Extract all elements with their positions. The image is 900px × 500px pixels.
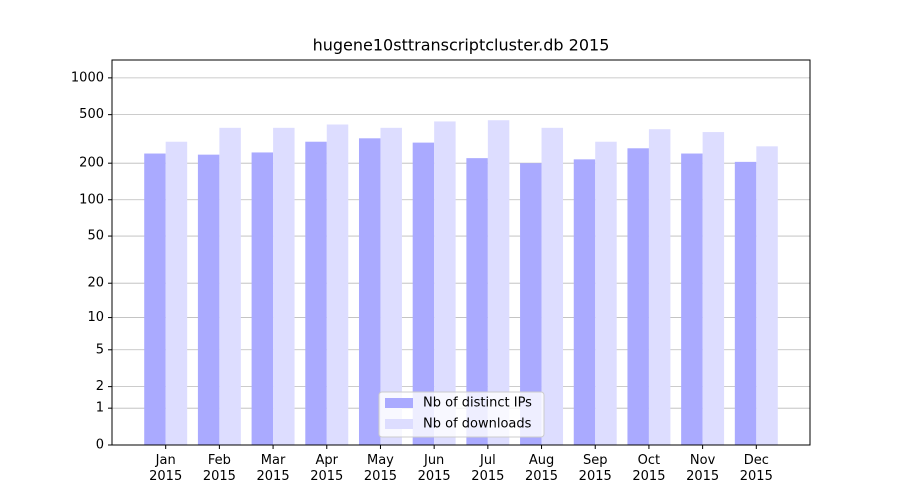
x-tick-label: Oct 2015 <box>632 453 666 484</box>
y-tick-label: 5 <box>96 342 104 357</box>
chart-title: hugene10sttranscriptcluster.db 2015 <box>313 36 610 55</box>
bar <box>380 127 402 445</box>
bar <box>573 159 596 445</box>
bar <box>412 142 435 445</box>
legend-box <box>378 391 545 438</box>
legend-label: Nb of distinct IPs <box>423 396 532 411</box>
bar <box>219 127 241 445</box>
bar <box>756 146 778 445</box>
y-tick-label: 0 <box>96 438 104 453</box>
bar <box>702 132 725 445</box>
bar <box>197 154 220 445</box>
x-tick-label: Dec 2015 <box>739 453 773 484</box>
y-tick-label: 1 <box>96 401 104 416</box>
y-tick-label: 50 <box>87 229 104 244</box>
bar <box>734 161 757 446</box>
x-tick-label: Jun 2015 <box>417 453 451 484</box>
bar <box>273 127 295 445</box>
legend-label: Nb of downloads <box>423 417 532 432</box>
plot-frame <box>111 59 811 446</box>
y-tick-label: 100 <box>79 192 104 207</box>
bar <box>144 153 166 445</box>
bar <box>595 141 617 445</box>
x-tick-label: Feb 2015 <box>202 453 236 484</box>
x-tick-label: Apr 2015 <box>310 453 344 484</box>
bar <box>520 163 542 445</box>
x-tick-label: Aug 2015 <box>524 453 559 484</box>
y-tick-label: 200 <box>79 156 104 171</box>
bar <box>326 124 349 445</box>
legend-swatch <box>385 419 413 429</box>
x-tick-label: Mar 2015 <box>256 453 290 484</box>
legend: Nb of distinct IPs Nb of downloads <box>378 391 545 438</box>
bar <box>541 127 564 445</box>
x-tick-label: Sep 2015 <box>578 453 612 484</box>
x-tick-label: Jan 2015 <box>149 453 183 484</box>
bar <box>648 129 671 445</box>
legend-swatch <box>385 398 413 408</box>
y-tick-label: 2 <box>96 379 104 394</box>
y-tick-label: 1000 <box>71 70 104 85</box>
bar <box>305 141 327 445</box>
bar <box>358 138 381 445</box>
bar <box>681 153 703 445</box>
bar <box>487 120 510 446</box>
bar <box>627 148 649 445</box>
x-tick-label: May 2015 <box>363 453 397 484</box>
bar <box>466 158 488 445</box>
bar <box>251 152 274 445</box>
bar <box>434 121 456 445</box>
y-tick-label: 500 <box>79 107 104 122</box>
x-tick-label: Jul 2015 <box>471 453 505 484</box>
x-tick-label: Nov 2015 <box>686 453 720 484</box>
y-tick-label: 10 <box>87 310 104 325</box>
bar <box>165 141 188 445</box>
y-tick-label: 20 <box>87 276 104 291</box>
